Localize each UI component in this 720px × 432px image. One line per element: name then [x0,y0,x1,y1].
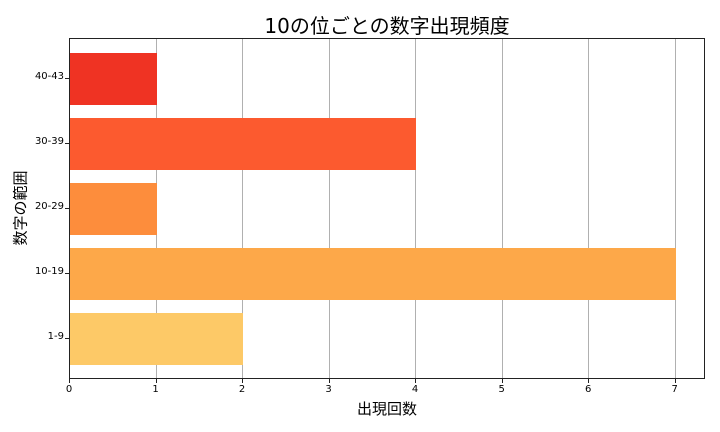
y-tick-label: 40-43 [34,71,64,82]
x-gridline [328,39,330,378]
x-gridline [415,39,417,378]
bar-30-39 [70,118,417,170]
x-tick-label: 3 [325,384,332,395]
bar-10-19 [70,248,676,300]
x-tick-mark [415,379,417,383]
y-tick-mark [65,338,69,339]
y-tick-mark [65,143,69,144]
bar-1-9 [70,313,244,365]
y-axis-label: 数字の範囲 [11,170,30,246]
x-tick-mark [242,379,244,383]
x-gridline [588,39,590,378]
x-tick-label: 2 [238,384,246,395]
x-gridline [501,39,503,378]
x-tick-label: 0 [65,384,73,395]
x-tick-label: 5 [498,384,505,395]
y-tick-mark [65,208,69,209]
x-tick-mark [674,379,676,383]
bar-40-43 [70,53,157,105]
x-tick-mark [501,379,503,383]
y-tick-label: 20-29 [34,201,64,212]
x-tick-label: 6 [584,384,592,395]
y-tick-label: 30-39 [34,136,64,147]
x-gridline [242,39,244,378]
y-tick-label: 1-9 [47,331,64,342]
x-axis-label: 出現回数 [356,400,417,418]
x-tick-label: 4 [411,384,419,395]
bar-20-29 [70,183,157,235]
x-tick-label: 7 [671,384,678,395]
x-tick-mark [328,379,330,383]
x-tick-mark [588,379,590,383]
y-tick-mark [65,78,69,79]
y-tick-label: 10-19 [34,266,64,277]
x-tick-mark [155,379,157,383]
x-tick-label: 1 [152,384,159,395]
chart-title: 10の位ごとの数字出現頻度 [264,14,510,38]
y-tick-mark [65,273,69,274]
plot-area [69,38,705,379]
x-gridline [674,39,676,378]
x-tick-mark [69,379,70,383]
